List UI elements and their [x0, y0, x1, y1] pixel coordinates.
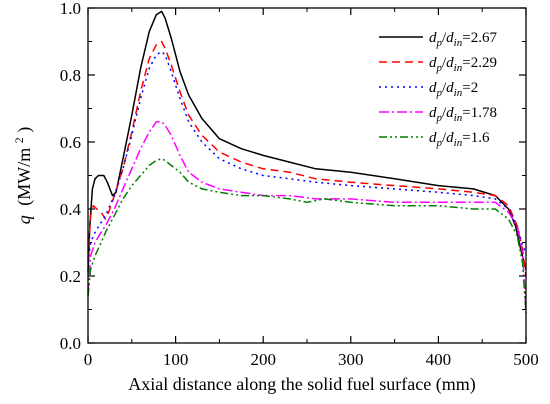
legend-slash: /	[442, 55, 447, 71]
y-tick-label: 0.2	[60, 267, 81, 286]
legend-var: d	[446, 30, 454, 46]
legend-subscript: p	[436, 62, 443, 74]
series-line-2	[87, 40, 527, 277]
legend-var: d	[446, 130, 454, 146]
y-axis-title: q (MW/m 2 )	[7, 127, 35, 225]
legend-subscript: in	[454, 87, 463, 99]
legend-value: =2	[462, 80, 478, 96]
legend-label-1: dp/din=2.67	[429, 30, 497, 49]
legend-var: d	[446, 105, 454, 121]
x-tick-label: 400	[426, 350, 452, 369]
series-line-4	[87, 121, 527, 310]
x-tick-label: 300	[338, 350, 364, 369]
legend-var: d	[429, 80, 437, 96]
legend: dp/din=2.67dp/din=2.29dp/din=2dp/din=1.7…	[379, 30, 497, 149]
legend-subscript: in	[454, 62, 463, 74]
legend-subscript: in	[454, 37, 463, 49]
svg-text:q (MW/m 2 ): q (MW/m 2 )	[7, 127, 35, 225]
legend-var: d	[446, 80, 454, 96]
series-line-5	[87, 157, 527, 313]
series-lines	[87, 10, 527, 313]
legend-value: =1.78	[462, 105, 497, 121]
y-axis-unit-superscript: 2	[12, 137, 26, 143]
x-tick-label: 100	[163, 350, 189, 369]
legend-value: =2.67	[462, 30, 497, 46]
legend-value: =1.6	[462, 130, 490, 146]
y-axis-unit: (MW/m	[14, 148, 35, 206]
y-tick-label: 0.4	[60, 200, 82, 219]
legend-label-2: dp/din=2.29	[429, 55, 497, 74]
legend-label-5: dp/din=1.6	[429, 130, 490, 149]
legend-subscript: p	[436, 137, 443, 149]
x-axis-title: Axial distance along the solid fuel surf…	[128, 374, 475, 395]
legend-subscript: p	[436, 37, 443, 49]
series-line-1	[87, 10, 527, 273]
x-tick-label: 500	[513, 350, 539, 369]
y-axis-ticks: 0.0 0.2 0.4 0.6 0.8 1.0	[60, 0, 526, 353]
legend-subscript: in	[454, 112, 463, 124]
y-tick-label: 1.0	[60, 0, 81, 18]
legend-label-4: dp/din=1.78	[429, 105, 497, 124]
legend-slash: /	[442, 30, 447, 46]
legend-var: d	[429, 30, 437, 46]
y-axis-symbol: q	[14, 215, 34, 224]
y-tick-label: 0.6	[60, 133, 81, 152]
plot-frame	[87, 7, 527, 344]
legend-subscript: p	[436, 87, 443, 99]
x-tick-label: 200	[250, 350, 276, 369]
legend-subscript: in	[454, 137, 463, 149]
legend-slash: /	[442, 130, 447, 146]
y-tick-label: 0.8	[60, 66, 81, 85]
legend-label-3: dp/din=2	[429, 80, 478, 99]
legend-var: d	[429, 105, 437, 121]
legend-var: d	[429, 55, 437, 71]
legend-var: d	[429, 130, 437, 146]
x-tick-label: 0	[84, 350, 93, 369]
y-axis-unit-close: )	[14, 127, 35, 133]
legend-value: =2.29	[462, 55, 497, 71]
legend-slash: /	[442, 80, 447, 96]
legend-var: d	[446, 55, 454, 71]
legend-subscript: p	[436, 112, 443, 124]
series-line-3	[87, 50, 527, 263]
y-tick-label: 0.0	[60, 334, 81, 353]
legend-slash: /	[442, 105, 447, 121]
